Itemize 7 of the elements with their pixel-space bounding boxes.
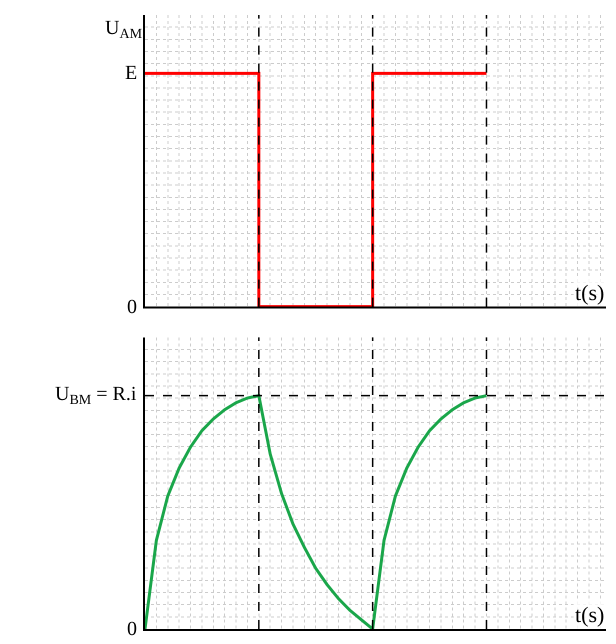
text: U$_{BM}$ = R.i [55, 383, 137, 408]
y-axis-title: U$_{AM}$ [105, 17, 143, 42]
x-axis-title: t(s) [575, 280, 604, 305]
text: 0 [127, 296, 137, 318]
text: 0 [127, 618, 137, 640]
text: E [125, 62, 138, 84]
x-axis-title: t(s) [575, 602, 604, 627]
